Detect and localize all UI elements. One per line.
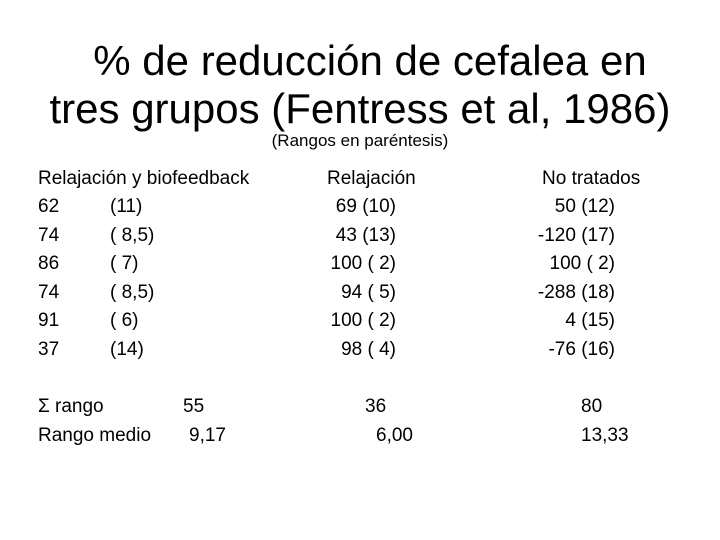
no-tratados-value: -76 (16) [548,339,615,360]
header-no-tratados: No tratados [542,168,641,189]
no-tratados-value: 100 ( 2) [549,253,615,274]
mean-rank-no-tratados: 13,33 [581,425,629,446]
bio-rank: ( 7) [110,253,139,274]
bio-rank: (14) [110,339,144,360]
no-tratados-value: -120 (17) [537,225,615,246]
mean-rank-bio: 9,17 [189,425,226,446]
title-line-2: tres grupos (Fentress et al, 1986) [49,85,671,132]
relajacion-value: 98 ( 4) [341,339,396,360]
relajacion-value: 100 ( 2) [330,253,396,274]
bio-value: 86 [38,253,60,274]
bio-value: 62 [38,196,60,217]
relajacion-value: 43 (13) [335,225,396,246]
subtitle: (Rangos en paréntesis) [271,131,449,150]
sum-rank-no-tratados: 80 [581,396,603,417]
bio-rank: (11) [110,196,143,217]
bio-value: 37 [38,339,60,360]
mean-rank-label: Rango medio [38,425,152,446]
bio-value: 91 [38,310,60,331]
bio-value: 74 [38,225,60,246]
title-line-1: % de reducción de cefalea en [93,37,647,84]
header-relajacion-biofeedback: Relajación y biofeedback [38,168,250,189]
bio-value: 74 [38,282,60,303]
no-tratados-value: 50 (12) [554,196,615,217]
no-tratados-value: -288 (18) [537,282,615,303]
bio-rank: ( 8,5) [110,282,155,303]
header-relajacion: Relajación [327,168,416,189]
sum-rank-bio: 55 [183,396,205,417]
mean-rank-relajacion: 6,00 [376,425,413,446]
relajacion-value: 94 ( 5) [341,282,396,303]
sum-rank-label: Σ rango [38,396,104,417]
relajacion-value: 69 (10) [335,196,396,217]
bio-rank: ( 8,5) [110,225,155,246]
sum-rank-relajacion: 36 [365,396,387,417]
bio-rank: ( 6) [110,310,139,331]
relajacion-value: 100 ( 2) [330,310,396,331]
no-tratados-value: 4 (15) [565,310,615,331]
